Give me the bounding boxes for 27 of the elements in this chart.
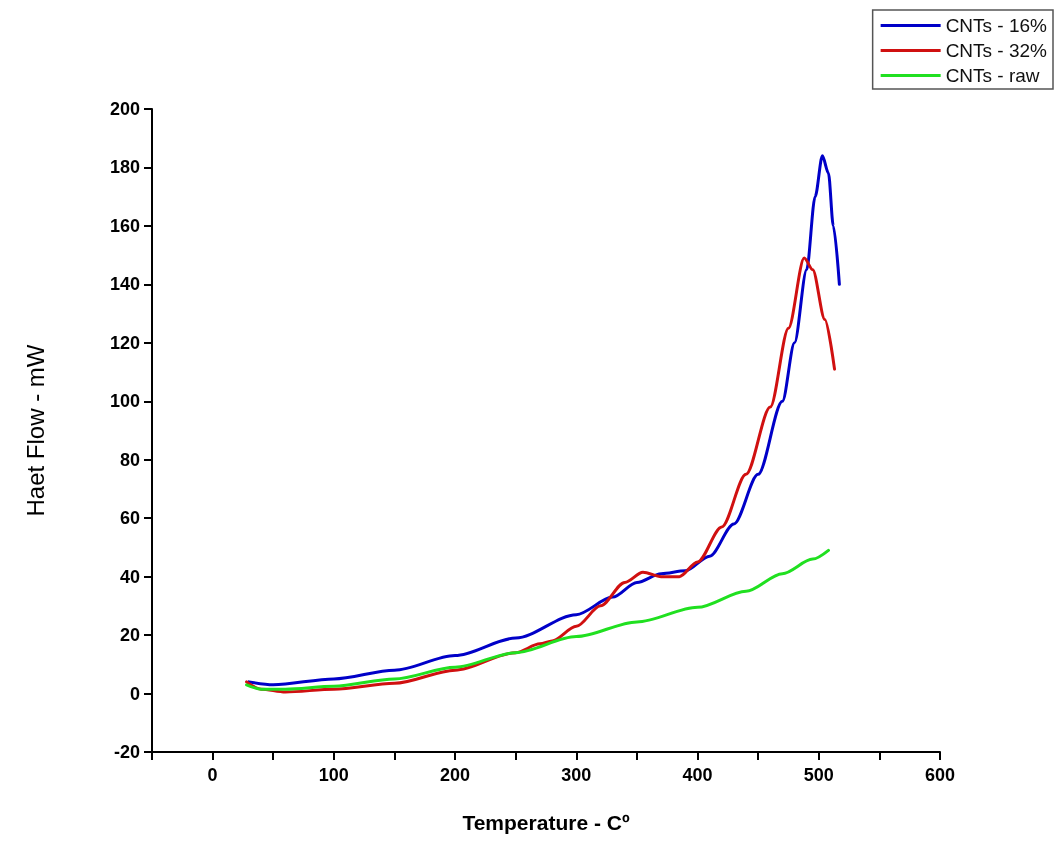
x-tick-label: 200 (440, 765, 471, 785)
x-tick-label: 500 (803, 765, 834, 785)
legend-label: CNTs - 16% (945, 15, 1048, 36)
y-tick-label: 160 (109, 215, 140, 236)
x-tick-label: 300 (561, 765, 592, 785)
x-tick-label: 0 (207, 765, 218, 785)
x-tick-label: 600 (924, 765, 956, 785)
legend-label: CNTs - 32% (945, 40, 1048, 61)
y-tick-label: 80 (119, 449, 140, 470)
line-series (245, 548, 830, 691)
y-tick-label: 20 (119, 625, 140, 646)
y-axis-title: Haet Flow - mW (21, 344, 49, 517)
y-tick-label: 200 (109, 99, 140, 119)
y-tick-label: 100 (109, 391, 140, 412)
y-tick-label: -20 (113, 742, 140, 762)
y-tick-label: 40 (119, 566, 140, 587)
y-tick-label: 0 (129, 683, 140, 704)
y-tick-label: 60 (119, 508, 140, 529)
y-tick-label: 140 (109, 274, 140, 295)
x-axis-title: Temperature - Cº (462, 811, 630, 834)
y-tick-label: 180 (109, 157, 140, 178)
x-tick-label: 400 (682, 765, 713, 785)
legend-label: CNTs - raw (945, 65, 1040, 86)
line-series (245, 256, 837, 694)
x-tick-label: 100 (318, 765, 349, 785)
y-tick-label: 120 (109, 332, 140, 353)
line-series (247, 154, 841, 687)
